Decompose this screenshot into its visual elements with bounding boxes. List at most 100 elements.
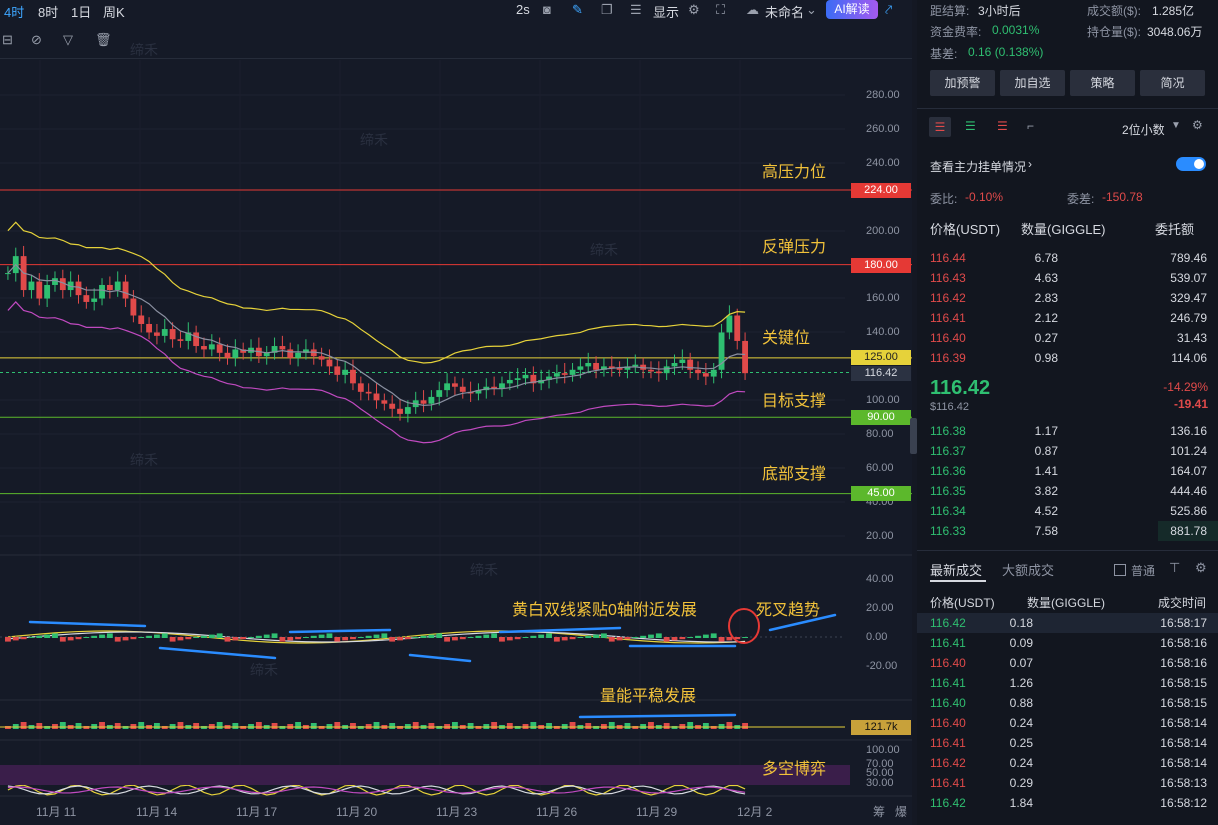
ask-row[interactable]: 116.44 6.78 789.46: [917, 248, 1218, 268]
settings-icon[interactable]: ⚙: [1192, 118, 1203, 132]
tab-underline: [930, 580, 986, 582]
chips-label[interactable]: 筹: [873, 805, 886, 819]
trade-price: 116.42: [930, 756, 966, 770]
macd-histogram-bar: [632, 637, 639, 638]
magnet-icon[interactable]: ⊘: [31, 32, 42, 47]
annotation-high-pressure: 高压力位: [762, 164, 827, 181]
bid-row[interactable]: 116.36 1.41 164.07: [917, 461, 1218, 481]
macd-histogram-bar: [216, 633, 223, 638]
pin-icon[interactable]: ⊤: [1169, 560, 1181, 575]
macd-tick: 20.00: [866, 602, 894, 614]
trade-price: 116.40: [930, 656, 966, 670]
strategy-button[interactable]: 策略: [1070, 70, 1135, 96]
bid-row[interactable]: 116.38 1.17 136.16: [917, 421, 1218, 441]
panel-collapse-handle[interactable]: [910, 418, 917, 454]
ob-price: 116.38: [930, 424, 966, 438]
ask-row[interactable]: 116.42 2.83 329.47: [917, 288, 1218, 308]
macd-histogram-bar: [114, 637, 121, 642]
add-alert-button[interactable]: 加预警: [930, 70, 995, 96]
ob-price: 116.40: [930, 331, 966, 345]
tab-latest-trades[interactable]: 最新成交: [930, 563, 983, 578]
bid-row[interactable]: 116.35 3.82 444.46: [917, 481, 1218, 501]
bid-row[interactable]: 116.37 0.87 101.24: [917, 441, 1218, 461]
bid-row[interactable]: 116.34 4.52 525.86: [917, 501, 1218, 521]
layout-name[interactable]: 未命名: [765, 5, 805, 20]
ob-header-amount[interactable]: 委托额: [1155, 222, 1195, 237]
macd-histogram-bar: [420, 635, 427, 638]
chevron-down-icon[interactable]: ▼: [1171, 120, 1181, 131]
ai-explain-button[interactable]: AI解读: [826, 0, 878, 19]
candle-body: [303, 349, 309, 353]
macd-histogram-bar: [538, 634, 545, 638]
candle-body: [83, 295, 90, 302]
chart-panel[interactable]: 4时 8时 1日 周K 2s ◙ ✎ ❐ ☰ 显示 ⚙ ⛶ ☁ 未命名 ⌄ AI…: [0, 0, 912, 825]
macd-histogram-bar: [648, 634, 654, 638]
macd-histogram-bar: [428, 634, 435, 638]
price-tick: 280.00: [866, 89, 900, 101]
macd-histogram-bar: [52, 633, 58, 638]
display-menu[interactable]: 显示: [653, 5, 680, 20]
settings-icon[interactable]: ⚙: [1195, 560, 1207, 575]
pencil-icon[interactable]: ✎: [572, 2, 583, 17]
add-watchlist-button[interactable]: 加自选: [1000, 70, 1065, 96]
candle-body: [114, 281, 121, 291]
liquidation-label[interactable]: 爆: [895, 805, 908, 819]
bid-row[interactable]: 116.33 7.58 881.78: [917, 521, 1218, 541]
overview-button[interactable]: 简况: [1140, 70, 1205, 96]
interval-1w[interactable]: 周K: [103, 5, 125, 20]
main-orders-toggle[interactable]: [1176, 157, 1206, 171]
decimals-select[interactable]: 2位小数: [1122, 123, 1165, 137]
depth-icon[interactable]: ⌐: [1027, 119, 1035, 133]
rsi-band: [0, 765, 850, 785]
trade-time: 16:58:17: [1160, 616, 1207, 630]
price-tick: 260.00: [866, 123, 900, 135]
interval-8h[interactable]: 8时: [38, 5, 59, 20]
refresh-rate[interactable]: 2s: [516, 2, 530, 17]
ask-row[interactable]: 116.40 0.27 31.43: [917, 328, 1218, 348]
filter-icon[interactable]: ▽: [63, 32, 73, 47]
x-tick: 11月 14: [136, 805, 178, 819]
candle-body: [428, 396, 435, 404]
price-chart[interactable]: [0, 0, 912, 825]
ruler-icon[interactable]: ⊟: [2, 32, 13, 47]
trash-icon[interactable]: 🗑: [95, 32, 112, 47]
chevron-down-icon[interactable]: ⌄: [806, 2, 817, 17]
candle-body: [577, 366, 584, 370]
cloud-icon[interactable]: ☁: [746, 2, 759, 17]
interval-4h[interactable]: 4时: [4, 5, 25, 20]
x-tick: 11月 11: [36, 805, 77, 819]
ratio-label: 委比:: [930, 192, 958, 206]
candle-body: [326, 359, 333, 367]
list-icon[interactable]: ☰: [630, 2, 642, 17]
ob-price: 116.43: [930, 271, 966, 285]
trend-arrow: [498, 626, 622, 634]
main-orders-link[interactable]: 查看主力挂单情况: [930, 160, 1027, 174]
volume-bar: [154, 723, 160, 729]
ob-header-qty[interactable]: 数量(GIGGLE): [1021, 222, 1106, 237]
orderbook-both-icon[interactable]: ☰: [929, 117, 951, 137]
level-tag-45: 45.00: [851, 486, 911, 501]
annotation-death-cross: 死叉趋势: [756, 602, 821, 619]
window-icon[interactable]: ❐: [601, 2, 613, 17]
candle-body: [389, 403, 396, 409]
orderbook-bids-icon[interactable]: ☰: [965, 119, 976, 133]
ask-row[interactable]: 116.41 2.12 246.79: [917, 308, 1218, 328]
ask-row[interactable]: 116.43 4.63 539.07: [917, 268, 1218, 288]
fullscreen-icon[interactable]: ⛶: [716, 2, 726, 17]
ask-row[interactable]: 116.39 0.98 114.06: [917, 348, 1218, 368]
settings-icon[interactable]: ⚙: [688, 2, 700, 17]
candle-body: [608, 366, 615, 369]
candle-body: [318, 356, 325, 360]
camera-icon[interactable]: ◙: [543, 2, 551, 17]
candle-body: [616, 368, 623, 370]
macd-histogram-bar: [726, 637, 733, 641]
tab-large-trades[interactable]: 大额成交: [1002, 563, 1055, 578]
orderbook-asks-icon[interactable]: ☰: [997, 119, 1008, 133]
normal-checkbox[interactable]: [1114, 564, 1126, 576]
candle-body: [734, 315, 741, 341]
interval-1d[interactable]: 1日: [71, 5, 92, 20]
share-icon[interactable]: ⤤: [885, 2, 893, 17]
trade-time: 16:58:16: [1160, 636, 1207, 650]
trades-header-qty[interactable]: 数量(GIGGLE): [1027, 596, 1106, 610]
macd-histogram-bar: [561, 637, 568, 641]
